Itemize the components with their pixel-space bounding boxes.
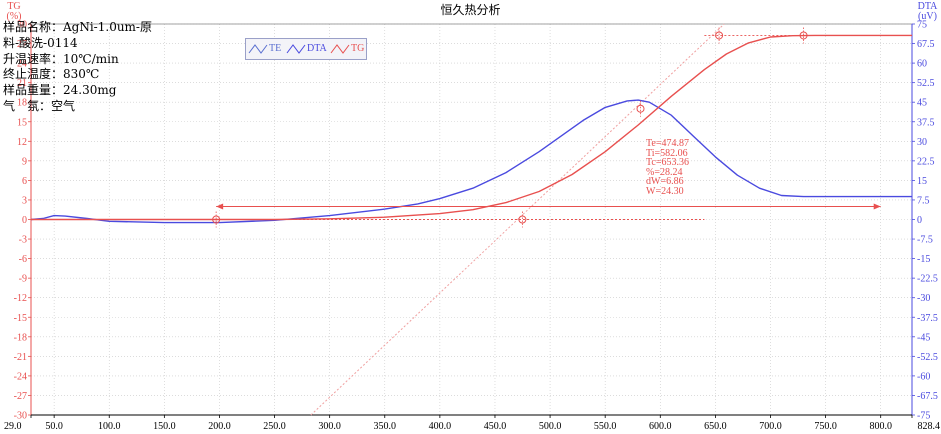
left-tick-label: 15 xyxy=(17,117,27,128)
left-tick-label: -6 xyxy=(19,254,27,265)
x-tick-label: 350.0 xyxy=(374,421,397,432)
x-tick-label: 250.0 xyxy=(263,421,286,432)
left-tick-label: 0 xyxy=(22,215,27,226)
result-ti: Ti=582.06 xyxy=(646,147,688,159)
result-w: W=24.30 xyxy=(646,185,684,197)
legend-swatch-tg xyxy=(330,44,350,54)
right-tick-label: 52.5 xyxy=(917,78,935,89)
left-tick-label: -9 xyxy=(19,274,27,285)
left-axis-name: TG xyxy=(7,1,21,12)
analysis-results: Te=474.87 Ti=582.06 Tc=653.36 %=28.24 dW… xyxy=(646,139,689,196)
x-tick-label: 800.0 xyxy=(869,421,892,432)
sample-info-line: 料-酸洗-0114 xyxy=(3,35,78,50)
right-tick-label: 0 xyxy=(917,215,922,226)
left-tick-label: -30 xyxy=(14,411,27,422)
left-tick-label: 30 xyxy=(17,20,27,31)
left-tick-label: -24 xyxy=(14,371,27,382)
legend-entry-dta: DTA xyxy=(307,43,327,54)
right-tick-label: 45 xyxy=(917,98,927,109)
x-tick-label: 50.0 xyxy=(45,421,63,432)
left-tick-label: -15 xyxy=(14,313,27,324)
series-line-dta xyxy=(30,99,912,224)
result-tc: Tc=653.36 xyxy=(646,157,689,168)
right-tick-label: -22.5 xyxy=(917,274,938,285)
right-tick-label: 37.5 xyxy=(917,117,935,128)
left-tick-label: -18 xyxy=(14,332,27,343)
tangent-line xyxy=(310,23,725,416)
sample-info-line: 升温速率：10℃/min xyxy=(3,51,119,66)
left-tick-label: -27 xyxy=(14,391,27,402)
right-tick-label: -15 xyxy=(917,254,930,265)
x-tick-label: 300.0 xyxy=(318,421,341,432)
left-tick-label: -12 xyxy=(14,293,27,304)
left-tick-label: 6 xyxy=(22,176,27,187)
left-tick-label: 24 xyxy=(17,59,27,70)
chart-title: 恒久热分析 xyxy=(440,3,501,17)
x-tick-label: 100.0 xyxy=(98,421,121,432)
x-tick-label: 550.0 xyxy=(594,421,617,432)
right-tick-label: 75 xyxy=(917,20,927,31)
right-tick-label: -7.5 xyxy=(917,235,933,246)
sample-info-line: 气 氛：空气 xyxy=(3,98,76,113)
range-arrow-head-left xyxy=(216,203,224,210)
legend-swatch-dta xyxy=(286,44,306,54)
x-tick-label: 700.0 xyxy=(759,421,782,432)
sample-info-line: 样品重量：24.30mg xyxy=(3,83,117,98)
sample-info: 样品名称：AgNi-1.0um-原 料-酸洗-0114 升温速率：10℃/min… xyxy=(3,20,152,115)
legend-entry-tg: TG xyxy=(351,43,365,54)
right-tick-label: 60 xyxy=(917,59,927,70)
right-tick-label: -52.5 xyxy=(917,352,938,363)
range-arrow-head-right xyxy=(873,203,881,210)
right-axis-unit: (uV) xyxy=(918,11,937,22)
series-line-tg xyxy=(31,34,912,221)
legend-swatches xyxy=(248,44,350,54)
legend-swatch-te xyxy=(248,44,268,54)
right-tick-label: -60 xyxy=(917,371,930,382)
x-tick-label: 500.0 xyxy=(539,421,562,432)
right-axis-name: DTA xyxy=(917,1,938,12)
x-tick-label: 600.0 xyxy=(649,421,672,432)
x-tick-label: 400.0 xyxy=(429,421,452,432)
legend: TE DTA TG xyxy=(245,38,367,60)
right-tick-label: 22.5 xyxy=(917,156,935,167)
right-tick-label: -75 xyxy=(917,411,930,422)
x-tick-label: 828.4 xyxy=(918,421,941,432)
result-te: Te=474.87 xyxy=(646,138,689,149)
x-tick-label: 450.0 xyxy=(484,421,507,432)
result-percent: %=28.24 xyxy=(646,166,683,178)
x-tick-label: 750.0 xyxy=(814,421,837,432)
x-tick-label: 29.0 xyxy=(4,421,22,432)
right-tick-label: -37.5 xyxy=(917,313,938,324)
right-tick-label: -67.5 xyxy=(917,391,938,402)
x-tick-label: 150.0 xyxy=(153,421,176,432)
right-axis-label: DTA (uV) xyxy=(914,2,941,22)
left-tick-label: 12 xyxy=(17,137,27,148)
left-tick-label: 21 xyxy=(17,78,27,89)
right-tick-label: -45 xyxy=(917,332,930,343)
x-tick-label: 650.0 xyxy=(704,421,727,432)
sample-info-line: 终止温度：830℃ xyxy=(3,67,100,82)
left-axis-unit: (%) xyxy=(6,11,22,22)
legend-entry-te: TE xyxy=(269,43,282,54)
left-axis-label: TG (%) xyxy=(3,2,25,22)
left-tick-label: 18 xyxy=(17,98,27,109)
left-tick-label: 9 xyxy=(22,156,27,167)
left-tick-label: 27 xyxy=(17,39,27,50)
left-tick-label: -21 xyxy=(14,352,27,363)
result-dw: dW=6.86 xyxy=(646,176,684,187)
left-tick-label: -3 xyxy=(19,235,27,246)
right-tick-label: 30 xyxy=(917,137,927,148)
left-tick-label: 3 xyxy=(22,195,27,206)
right-tick-label: 7.5 xyxy=(917,195,930,206)
right-tick-label: 15 xyxy=(917,176,927,187)
right-tick-label: -30 xyxy=(917,293,930,304)
x-tick-label: 200.0 xyxy=(208,421,231,432)
sample-info-line: 样品名称：AgNi-1.0um-原 xyxy=(3,20,152,34)
right-tick-label: 67.5 xyxy=(917,39,935,50)
